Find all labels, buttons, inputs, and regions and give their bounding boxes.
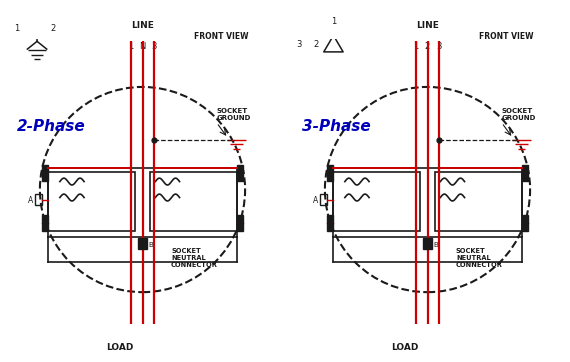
Text: 1: 1 (128, 42, 134, 51)
Text: N: N (139, 42, 146, 51)
Text: 2: 2 (425, 42, 430, 51)
Text: B: B (433, 242, 438, 248)
Text: LINE: LINE (131, 21, 154, 30)
Text: LINE: LINE (416, 21, 439, 30)
Text: FRONT VIEW: FRONT VIEW (194, 32, 249, 41)
Text: SOCKET
GROUND: SOCKET GROUND (502, 108, 536, 121)
Bar (522, 215, 528, 231)
Bar (42, 165, 48, 181)
Bar (320, 194, 327, 205)
Text: 2: 2 (314, 40, 319, 49)
Text: LOAD: LOAD (391, 344, 418, 353)
Text: 3-Phase: 3-Phase (302, 119, 371, 134)
Bar (42, 215, 48, 231)
Text: SOCKET
GROUND: SOCKET GROUND (217, 108, 251, 121)
Text: 2: 2 (50, 24, 55, 33)
Text: B: B (148, 242, 153, 248)
Bar (327, 165, 333, 181)
Text: FRONT VIEW: FRONT VIEW (479, 32, 534, 41)
Bar (237, 215, 243, 231)
Bar (435, 172, 522, 231)
Text: 1: 1 (413, 42, 419, 51)
Bar (522, 165, 528, 181)
Text: A: A (28, 195, 34, 205)
Text: LOAD: LOAD (106, 344, 133, 353)
Text: 3: 3 (436, 42, 442, 51)
Bar (333, 172, 421, 231)
Text: 3: 3 (296, 40, 302, 49)
Text: A: A (313, 195, 319, 205)
Bar (149, 172, 237, 231)
Text: SOCKET
NEUTRAL
CONNECTOR: SOCKET NEUTRAL CONNECTOR (456, 248, 503, 268)
Text: 2-Phase: 2-Phase (17, 119, 86, 134)
Bar (35, 194, 42, 205)
Text: 1: 1 (14, 24, 20, 33)
Text: SOCKET
NEUTRAL
CONNECTOR: SOCKET NEUTRAL CONNECTOR (171, 248, 218, 268)
Text: 3: 3 (151, 42, 157, 51)
Bar (423, 238, 432, 249)
Text: 1: 1 (331, 17, 336, 26)
Bar (48, 172, 136, 231)
Bar (327, 215, 333, 231)
Bar (237, 165, 243, 181)
Bar (138, 238, 147, 249)
